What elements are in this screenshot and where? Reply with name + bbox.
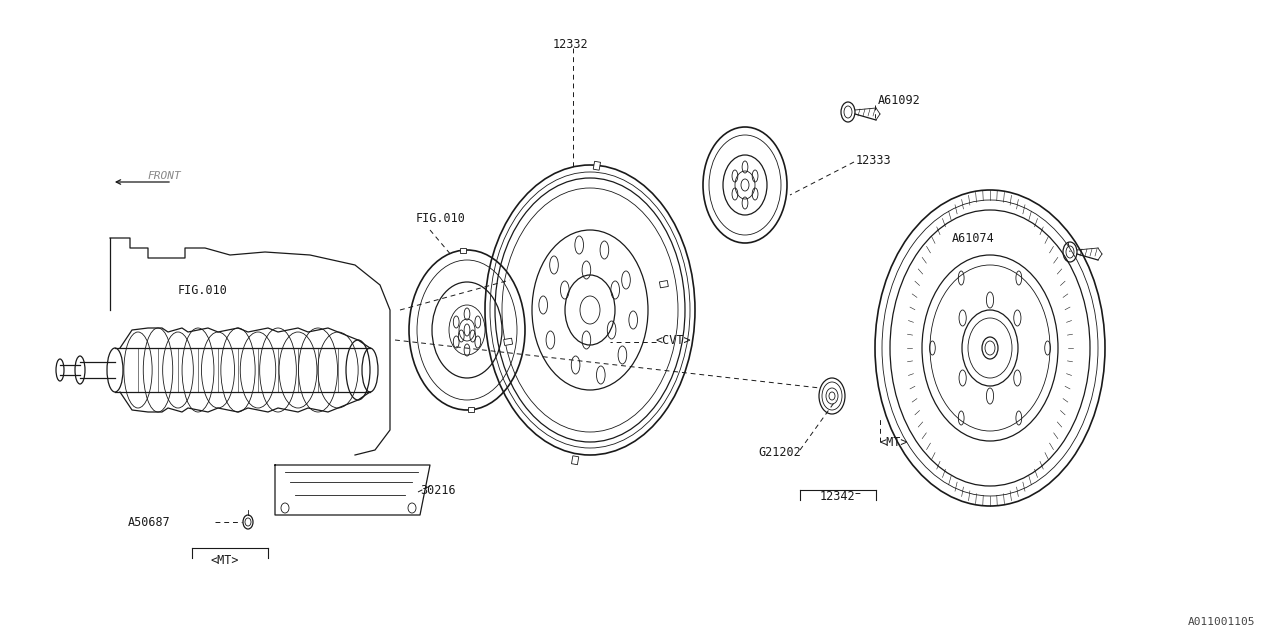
Text: FIG.010: FIG.010 — [178, 284, 228, 296]
Text: <MT>: <MT> — [211, 554, 239, 566]
Text: <CVT>: <CVT> — [657, 333, 691, 346]
Text: A50687: A50687 — [128, 515, 170, 529]
Text: 30216: 30216 — [420, 483, 456, 497]
Text: 12342: 12342 — [820, 490, 855, 502]
Text: G21202: G21202 — [758, 447, 801, 460]
Bar — [659, 280, 668, 288]
Bar — [461, 248, 466, 253]
Text: 12332: 12332 — [553, 38, 589, 51]
Polygon shape — [275, 465, 430, 515]
Text: FIG.010: FIG.010 — [416, 211, 466, 225]
Bar — [467, 407, 474, 412]
Bar — [593, 161, 600, 170]
Text: FRONT: FRONT — [148, 171, 182, 181]
Text: 12333: 12333 — [856, 154, 892, 166]
Bar — [571, 456, 579, 465]
Text: A61074: A61074 — [952, 232, 995, 244]
Text: A61092: A61092 — [878, 93, 920, 106]
Text: A011001105: A011001105 — [1188, 617, 1254, 627]
Bar — [503, 338, 512, 346]
Text: <MT>: <MT> — [881, 436, 909, 449]
